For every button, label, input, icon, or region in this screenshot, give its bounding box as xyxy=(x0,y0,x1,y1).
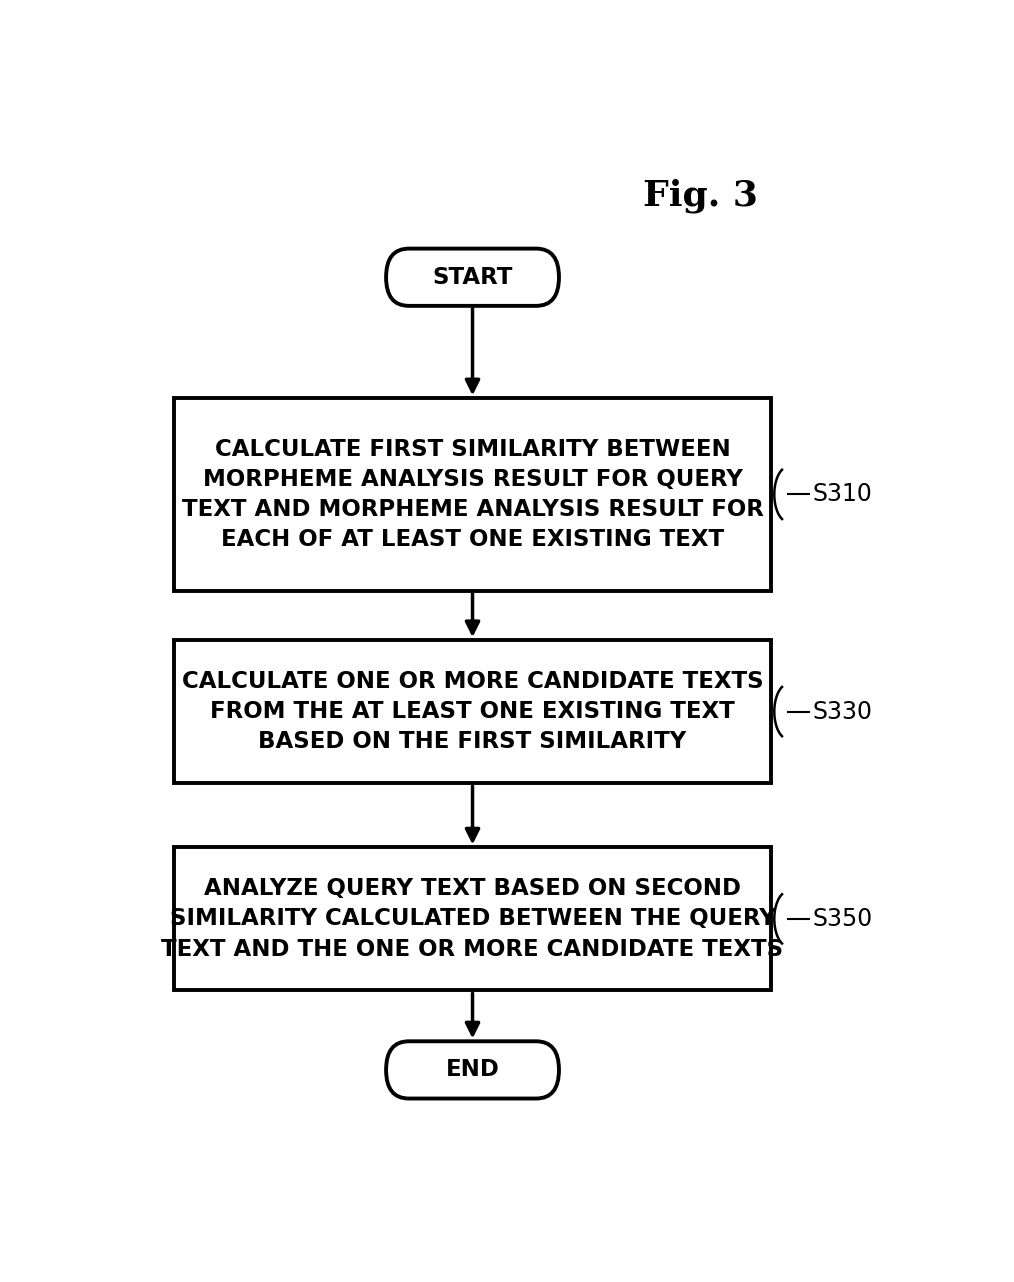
Text: CALCULATE ONE OR MORE CANDIDATE TEXTS
FROM THE AT LEAST ONE EXISTING TEXT
BASED : CALCULATE ONE OR MORE CANDIDATE TEXTS FR… xyxy=(182,670,764,754)
Text: CALCULATE FIRST SIMILARITY BETWEEN
MORPHEME ANALYSIS RESULT FOR QUERY
TEXT AND M: CALCULATE FIRST SIMILARITY BETWEEN MORPH… xyxy=(182,437,764,551)
Bar xyxy=(174,399,771,591)
Text: S330: S330 xyxy=(812,700,872,723)
Bar xyxy=(174,847,771,991)
Text: Fig. 3: Fig. 3 xyxy=(643,178,757,213)
Text: S310: S310 xyxy=(812,482,872,506)
Text: START: START xyxy=(432,265,513,288)
FancyBboxPatch shape xyxy=(386,1041,559,1099)
Text: ANALYZE QUERY TEXT BASED ON SECOND
SIMILARITY CALCULATED BETWEEN THE QUERY
TEXT : ANALYZE QUERY TEXT BASED ON SECOND SIMIL… xyxy=(161,877,784,960)
FancyBboxPatch shape xyxy=(386,249,559,306)
Bar xyxy=(174,640,771,783)
Text: END: END xyxy=(445,1059,500,1082)
Text: S350: S350 xyxy=(812,906,872,931)
